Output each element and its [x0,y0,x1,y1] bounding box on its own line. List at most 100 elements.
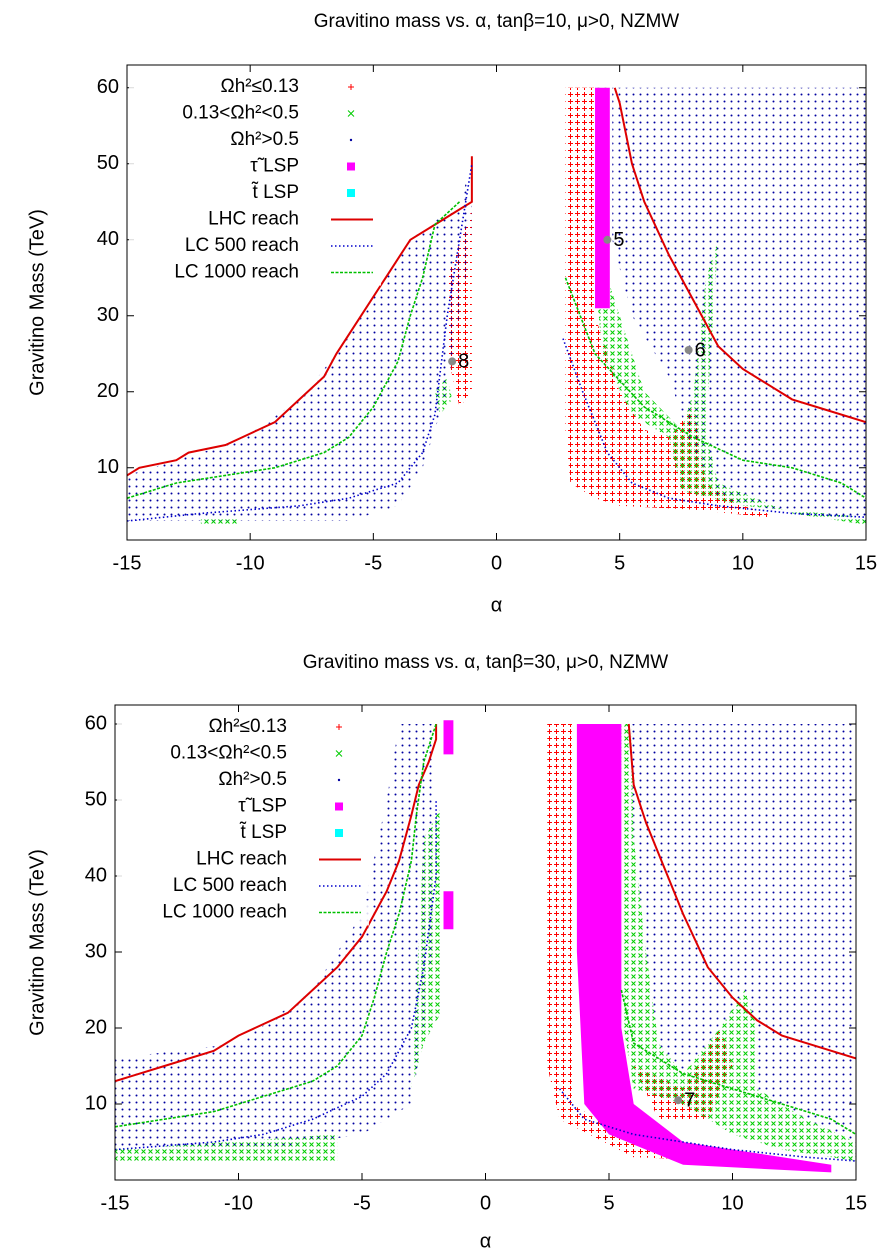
y-tick-label: 40 [85,864,107,886]
y-axis-label: Gravitino Mass (TeV) [26,209,48,396]
legend: Ωh²≤0.13 0.13<Ωh²<0.5 Ωh²>0.5 τ̃ LSP t̃ LSP L… [117,715,369,926]
y-tick-label: 60 [85,712,107,734]
legend-bg [129,128,381,153]
x-tick-label: 5 [603,1192,614,1214]
legend-bg [129,75,381,100]
x-tick-label: -15 [101,1192,130,1214]
x-tick-label: -5 [353,1192,371,1214]
legend-label: Ωh²≤0.13 [208,716,287,737]
y-tick-label: 10 [85,1092,107,1114]
chart-title: Gravitino mass vs. α, tanβ=30, μ>0, NZMW [303,652,669,673]
legend-label: t̃ LSP [251,181,299,203]
legend-marker [337,778,341,782]
y-tick-label: 30 [85,940,107,962]
y-tick-label: 50 [97,152,119,174]
y-tick-label: 30 [97,304,119,326]
x-tick-label: 10 [732,552,754,574]
benchmark-point [448,357,457,366]
legend-label: LHC reach [196,849,287,870]
legend-label: LC 1000 reach [174,262,299,283]
benchmark-point [684,346,693,354]
region [565,87,768,518]
plot-area [127,87,866,525]
legend-marker [349,138,353,142]
legend-label: LC 1000 reach [162,902,287,923]
legend-marker [335,750,343,757]
reach-line [115,723,856,1136]
region [443,720,454,755]
x-tick-label: -15 [113,552,142,574]
x-axis-label: α [480,1230,492,1252]
x-tick-label: 10 [721,1192,743,1214]
y-axis-label: Gravitino Mass (TeV) [26,849,48,1036]
legend-marker [347,110,355,117]
x-tick-label: 5 [614,552,625,574]
plot-area [115,720,856,1173]
reach-line [127,201,866,499]
legend-label: LHC reach [208,209,299,230]
region [547,724,733,1161]
region [631,724,856,1142]
y-tick-label: 10 [97,456,119,478]
benchmark-label: 7 [684,1089,695,1111]
legend-label: LC 500 reach [185,235,299,256]
x-tick-label: -10 [224,1192,253,1214]
chart-panel: Gravitino mass vs. α, tanβ=30, μ>0, NZMW… [26,652,867,1252]
legend-marker [347,189,355,197]
legend-marker [335,829,343,837]
region [595,87,866,525]
legend-marker [347,162,355,171]
legend-bg [129,260,381,286]
legend-label: τ̃ LSP [250,156,299,177]
y-tick-label: 20 [85,1016,107,1038]
chart-panel: Gravitino mass vs. α, tanβ=10, μ>0, NZMW… [26,11,877,616]
legend-label: Ωh²≤0.13 [220,76,299,97]
y-tick-label: 60 [97,76,119,98]
legend-bg [129,101,381,127]
benchmark-label: 5 [613,229,624,251]
legend-label: Ωh²>0.5 [218,769,287,790]
x-tick-label: 0 [480,1192,491,1214]
legend-label: τ̃ LSP [238,796,287,817]
x-tick-label: -5 [364,552,382,574]
x-tick-label: 0 [491,552,502,574]
region [612,87,866,522]
legend-label: 0.13<Ωh²<0.5 [170,743,287,764]
legend-bg [129,181,381,206]
legend-bg [117,715,369,740]
legend-bg [117,821,369,846]
legend-bg [129,154,381,180]
benchmark-label: 8 [458,351,469,373]
legend-label: 0.13<Ωh²<0.5 [182,103,299,124]
benchmark-label: 6 [695,339,706,361]
legend-label: t̃ LSP [239,821,287,843]
region [595,87,610,309]
reach-line [115,800,856,1162]
legend-label: Ωh²>0.5 [230,129,299,150]
y-tick-label: 50 [85,788,107,810]
chart-title: Gravitino mass vs. α, tanβ=10, μ>0, NZMW [314,11,680,32]
benchmark-point [603,235,612,244]
x-tick-label: 15 [855,552,877,574]
x-axis-label: α [491,594,503,616]
reach-line [127,87,866,477]
y-tick-label: 20 [97,380,119,402]
legend-marker [348,84,354,90]
legend-bg [117,741,369,767]
region [443,891,454,930]
region [621,724,856,1161]
y-tick-label: 40 [97,228,119,250]
legend-marker [335,802,343,811]
legend-bg [117,900,369,926]
legend-bg [117,794,369,820]
legend-label: LC 500 reach [173,875,287,896]
legend-bg [117,768,369,793]
benchmark-point [674,1096,683,1105]
x-tick-label: 15 [845,1192,867,1214]
region [127,156,472,521]
reach-line [127,163,866,522]
legend-marker [336,724,342,730]
legend: Ωh²≤0.13 0.13<Ωh²<0.5 Ωh²>0.5 τ̃ LSP t̃ LSP L… [129,75,381,286]
